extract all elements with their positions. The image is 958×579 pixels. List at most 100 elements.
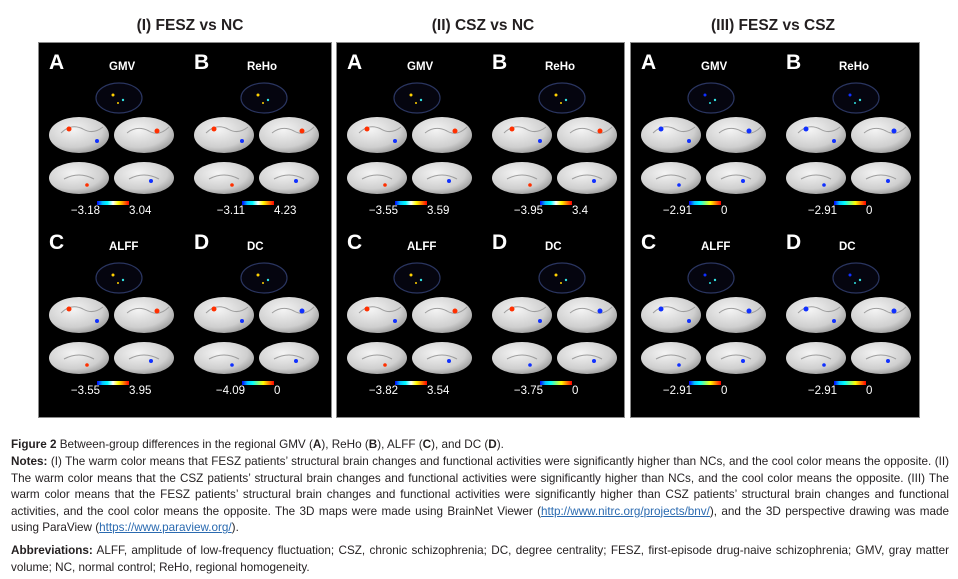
colorbar bbox=[242, 381, 274, 385]
brain-surface-maps bbox=[641, 82, 766, 194]
notes-text: ), and the 3D perspective drawing was ma… bbox=[11, 504, 949, 535]
colorbar bbox=[834, 201, 866, 205]
brain-surface-maps bbox=[194, 82, 319, 194]
colorbar-max: 3.54 bbox=[427, 385, 450, 397]
brain-surface-maps bbox=[786, 262, 911, 374]
caption-text: ), ALFF ( bbox=[377, 438, 423, 451]
metric-label: GMV bbox=[109, 61, 136, 73]
colorbar bbox=[689, 201, 721, 205]
group-title-1: (I) FESZ vs NC bbox=[136, 17, 244, 34]
panel-fesz-vs-nc: A GMV −3.18 3.04 bbox=[38, 42, 332, 418]
colorbar-max: 3.95 bbox=[129, 385, 152, 397]
colorbar-max: 0 bbox=[572, 385, 579, 397]
colorbar bbox=[834, 381, 866, 385]
subfigure-a: A GMV −3.18 3.04 bbox=[39, 43, 184, 223]
figure-caption: Figure 2 Between-group differences in th… bbox=[11, 437, 949, 454]
colorbar-min: −3.95 bbox=[513, 205, 543, 217]
subfigure-d: D DC −3.75 0 bbox=[482, 223, 627, 403]
notes-label: Notes: bbox=[11, 455, 48, 468]
metric-label: ReHo bbox=[545, 61, 576, 73]
subfigure-c: C ALFF −3.82 3.54 bbox=[337, 223, 482, 403]
colorbar bbox=[395, 381, 427, 385]
colorbar bbox=[395, 201, 427, 205]
colorbar bbox=[97, 381, 129, 385]
subfigure-letter: B bbox=[786, 51, 802, 74]
notes-text: ). bbox=[231, 521, 239, 535]
subfigure-letter: C bbox=[49, 231, 65, 254]
caption-text: ), and DC ( bbox=[431, 438, 489, 451]
colorbar-max: 4.23 bbox=[274, 205, 297, 217]
colorbar-min: −2.91 bbox=[807, 205, 837, 217]
subfigure-letter: D bbox=[194, 231, 210, 254]
colorbar-min: −3.55 bbox=[368, 205, 398, 217]
brain-surface-maps bbox=[347, 262, 472, 374]
brain-surface-maps bbox=[492, 82, 617, 194]
caption-text: ), ReHo ( bbox=[321, 438, 369, 451]
colorbar bbox=[540, 201, 572, 205]
abbreviations-text: ALFF, amplitude of low-frequency fluctua… bbox=[11, 544, 949, 574]
brain-surface-maps bbox=[49, 82, 174, 194]
colorbar-max: 3.59 bbox=[427, 205, 450, 217]
subfigure-b: B ReHo −3.11 4.23 bbox=[184, 43, 329, 223]
metric-label: GMV bbox=[407, 61, 434, 73]
caption-c: C bbox=[422, 438, 432, 451]
bnv-link[interactable]: http://www.nitrc.org/projects/bnv/ bbox=[541, 504, 710, 518]
subfigure-a: A GMV −3.55 3.59 bbox=[337, 43, 482, 223]
subfigure-letter: B bbox=[492, 51, 508, 74]
metric-label: ReHo bbox=[839, 61, 870, 73]
caption-a: A bbox=[312, 438, 322, 451]
figure-notes: Notes: (I) The warm color means that FES… bbox=[11, 454, 949, 537]
metric-label: DC bbox=[247, 241, 264, 253]
metric-label: ALFF bbox=[109, 241, 139, 253]
caption-d: D bbox=[488, 438, 497, 451]
group-title-2: (II) CSZ vs NC bbox=[431, 17, 535, 34]
brain-surface-maps bbox=[786, 82, 911, 194]
subfigure-c: C ALFF −3.55 3.95 bbox=[39, 223, 184, 403]
colorbar-min: −3.82 bbox=[368, 385, 398, 397]
panel-csz-vs-nc: A GMV −3.55 3.59 bbox=[336, 42, 625, 418]
colorbar bbox=[97, 201, 129, 205]
subfigure-c: C ALFF −2.91 0 bbox=[631, 223, 776, 403]
subfigure-letter: A bbox=[49, 51, 65, 74]
caption-text: Between-group differences in the regiona… bbox=[56, 438, 313, 451]
subfigure-letter: D bbox=[492, 231, 508, 254]
metric-label: ALFF bbox=[701, 241, 731, 253]
colorbar bbox=[689, 381, 721, 385]
subfigure-d: D DC −2.91 0 bbox=[776, 223, 921, 403]
subfigure-letter: A bbox=[347, 51, 363, 74]
colorbar-min: −3.11 bbox=[216, 205, 245, 217]
brain-surface-maps bbox=[49, 262, 174, 374]
brain-surface-maps bbox=[492, 262, 617, 374]
colorbar-max: 0 bbox=[866, 385, 873, 397]
colorbar-max: 3.04 bbox=[129, 205, 152, 217]
colorbar-max: 0 bbox=[721, 385, 728, 397]
colorbar-max: 0 bbox=[274, 385, 281, 397]
group-title-3: (III) FESZ vs CSZ bbox=[710, 17, 835, 34]
colorbar-min: −2.91 bbox=[662, 205, 692, 217]
metric-label: GMV bbox=[701, 61, 728, 73]
colorbar bbox=[540, 381, 572, 385]
subfigure-letter: C bbox=[641, 231, 657, 254]
colorbar-max: 3.4 bbox=[572, 205, 588, 217]
colorbar-min: −3.18 bbox=[70, 205, 100, 217]
paraview-link[interactable]: https://www.paraview.org/ bbox=[99, 521, 232, 535]
subfigure-letter: D bbox=[786, 231, 802, 254]
subfigure-letter: A bbox=[641, 51, 657, 74]
metric-label: ALFF bbox=[407, 241, 437, 253]
figure-label: Figure 2 bbox=[11, 438, 57, 451]
colorbar-min: −3.75 bbox=[513, 385, 543, 397]
notes-text: (I) The warm color means that FESZ patie… bbox=[11, 455, 949, 518]
colorbar bbox=[242, 201, 274, 205]
panel-fesz-vs-csz: A GMV −2.91 0 bbox=[630, 42, 920, 418]
subfigure-d: D DC −4.09 0 bbox=[184, 223, 329, 403]
colorbar-min: −2.91 bbox=[807, 385, 837, 397]
brain-surface-maps bbox=[641, 262, 766, 374]
metric-label: ReHo bbox=[247, 61, 278, 73]
subfigure-letter: C bbox=[347, 231, 363, 254]
subfigure-a: A GMV −2.91 0 bbox=[631, 43, 776, 223]
subfigure-b: B ReHo −2.91 0 bbox=[776, 43, 921, 223]
figure-abbreviations: Abbreviations: ALFF, amplitude of low-fr… bbox=[11, 543, 949, 576]
colorbar-max: 0 bbox=[866, 205, 873, 217]
colorbar-min: −3.55 bbox=[70, 385, 100, 397]
caption-text: ). bbox=[496, 438, 504, 451]
